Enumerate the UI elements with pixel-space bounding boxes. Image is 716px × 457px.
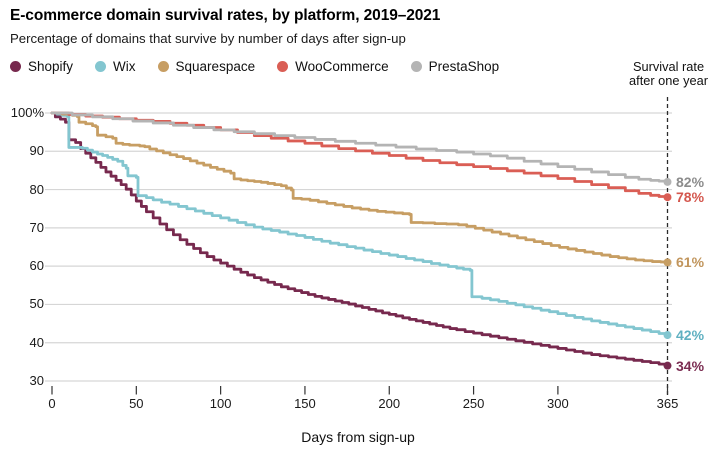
legend-dot-prestashop [410,61,422,72]
series-line-wix [50,111,669,337]
legend-label-squarespace: Squarespace [175,59,256,74]
series-line-squarespace [50,111,669,264]
chart-subtitle: Percentage of domains that survive by nu… [10,31,406,46]
end-label-wix: 42% [676,327,705,344]
x-axis-title: Days from sign-up [301,429,415,445]
legend-item-squarespace: Squarespace [157,59,256,74]
y-tick-label-60: 60 [29,258,44,274]
end-label-squarespace: 61% [676,254,705,271]
legend-item-wix: Wix [95,59,136,74]
legend-label-wix: Wix [113,59,136,74]
legend: Shopify Wix Squarespace WooCommerce PrestaSh… [10,59,499,74]
series-line-woocommerce [50,111,669,199]
x-tick-label-200: 200 [378,396,401,411]
end-dot-squarespace [663,258,672,267]
y-tick-label-70: 70 [29,219,44,235]
annotation-survival-rate: Survival rate after one year [610,60,716,88]
legend-dot-woocommerce [277,61,289,72]
legend-dot-shopify [10,61,21,72]
x-tick-label-50: 50 [129,396,144,411]
chart-title: E-commerce domain survival rates, by pla… [10,7,441,24]
annotation-line-2: after one year [629,73,708,88]
y-tick-label-40: 40 [29,334,44,350]
legend-label-prestashop: PrestaShop [428,59,500,74]
end-dot-prestashop [663,177,672,186]
series-line-shopify [50,111,669,368]
legend-label-woocommerce: WooCommerce [295,59,389,74]
legend-item-woocommerce: WooCommerce [277,59,389,74]
x-tick-label-365: 365 [656,396,679,411]
end-label-prestashop: 82% [676,173,705,190]
x-tick-label-300: 300 [547,396,569,411]
x-tick-label-100: 100 [209,396,232,411]
legend-item-prestashop: PrestaShop [410,59,500,74]
end-dot-wix [663,331,672,340]
y-tick-label-90: 90 [29,143,44,159]
y-tick-label-80: 80 [29,181,44,197]
legend-dot-squarespace [157,61,169,72]
end-dot-shopify [663,361,672,370]
x-tick-label-0: 0 [48,396,56,411]
legend-dot-wix [95,61,107,72]
annotation-line-1: Survival rate [632,59,705,74]
series-line-prestashop [50,111,669,184]
legend-label-shopify: Shopify [28,59,74,74]
end-label-woocommerce: 78% [676,189,705,206]
y-tick-label-30: 30 [29,373,44,388]
x-tick-label-150: 150 [294,396,316,411]
end-label-shopify: 34% [676,357,705,374]
y-tick-label-100: 100% [10,105,44,120]
end-dot-woocommerce [663,193,672,202]
y-tick-label-50: 50 [29,296,44,312]
legend-item-shopify: Shopify [10,59,73,74]
x-tick-label-250: 250 [462,396,485,411]
